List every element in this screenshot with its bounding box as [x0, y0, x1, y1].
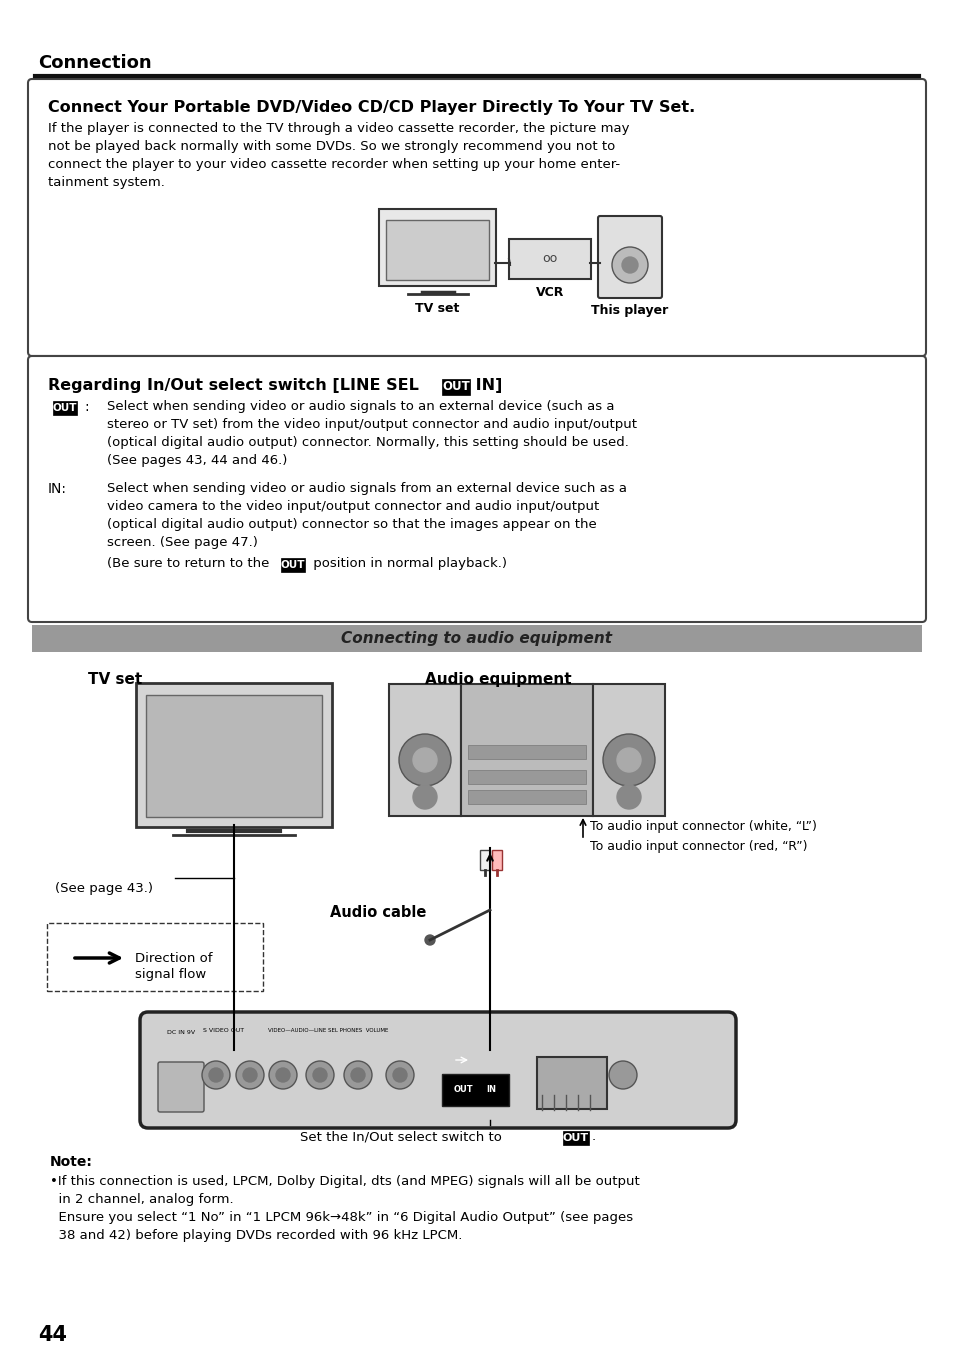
FancyBboxPatch shape	[468, 770, 585, 784]
Circle shape	[602, 734, 655, 786]
Text: 44: 44	[38, 1325, 67, 1345]
Text: VCR: VCR	[536, 286, 563, 299]
Text: screen. (See page 47.): screen. (See page 47.)	[107, 536, 257, 549]
Circle shape	[386, 1062, 414, 1089]
Text: 38 and 42) before playing DVDs recorded with 96 kHz LPCM.: 38 and 42) before playing DVDs recorded …	[50, 1229, 462, 1242]
FancyBboxPatch shape	[136, 683, 332, 827]
Circle shape	[351, 1068, 365, 1082]
Text: VIDEO—AUDIO—LINE SEL PHONES  VOLUME: VIDEO—AUDIO—LINE SEL PHONES VOLUME	[268, 1028, 388, 1033]
Text: IN]: IN]	[470, 378, 502, 393]
Text: Connecting to audio equipment: Connecting to audio equipment	[341, 631, 612, 646]
Text: stereo or TV set) from the video input/output connector and audio input/output: stereo or TV set) from the video input/o…	[107, 418, 637, 430]
Text: position in normal playback.): position in normal playback.)	[309, 557, 506, 571]
Circle shape	[202, 1062, 230, 1089]
FancyBboxPatch shape	[281, 558, 305, 572]
Text: OUT: OUT	[453, 1086, 473, 1094]
FancyBboxPatch shape	[593, 684, 664, 816]
Circle shape	[612, 247, 647, 283]
Text: IN:: IN:	[48, 482, 67, 496]
Text: DC IN 9V: DC IN 9V	[167, 1031, 194, 1035]
Text: connect the player to your video cassette recorder when setting up your home ent: connect the player to your video cassett…	[48, 158, 619, 171]
Text: (optical digital audio output) connector. Normally, this setting should be used.: (optical digital audio output) connector…	[107, 436, 628, 449]
Circle shape	[306, 1062, 334, 1089]
Circle shape	[235, 1062, 264, 1089]
Text: video camera to the video input/output connector and audio input/output: video camera to the video input/output c…	[107, 500, 598, 513]
Text: Direction of: Direction of	[135, 952, 213, 965]
FancyBboxPatch shape	[386, 220, 489, 281]
FancyBboxPatch shape	[509, 239, 590, 279]
Circle shape	[393, 1068, 407, 1082]
Text: tainment system.: tainment system.	[48, 175, 165, 189]
Text: :: :	[84, 401, 89, 414]
Circle shape	[275, 1068, 290, 1082]
FancyBboxPatch shape	[158, 1062, 204, 1112]
Text: oo: oo	[542, 252, 558, 266]
FancyBboxPatch shape	[479, 850, 490, 870]
Text: signal flow: signal flow	[135, 969, 206, 981]
FancyBboxPatch shape	[460, 684, 593, 816]
Text: Regarding In/Out select switch [LINE SEL: Regarding In/Out select switch [LINE SEL	[48, 378, 424, 393]
Text: This player: This player	[591, 304, 668, 317]
FancyBboxPatch shape	[562, 1130, 588, 1145]
Circle shape	[313, 1068, 327, 1082]
Circle shape	[344, 1062, 372, 1089]
Text: (See page 43.): (See page 43.)	[55, 882, 152, 894]
FancyBboxPatch shape	[378, 209, 496, 286]
Text: OUT: OUT	[441, 380, 470, 394]
Text: Ensure you select “1 No” in “1 LPCM 96k→48k” in “6 Digital Audio Output” (see pa: Ensure you select “1 No” in “1 LPCM 96k→…	[50, 1211, 633, 1224]
FancyBboxPatch shape	[492, 850, 501, 870]
Circle shape	[413, 747, 436, 772]
Circle shape	[617, 785, 640, 809]
FancyBboxPatch shape	[441, 1074, 509, 1106]
Text: not be played back normally with some DVDs. So we strongly recommend you not to: not be played back normally with some DV…	[48, 140, 615, 152]
Circle shape	[269, 1062, 296, 1089]
Text: Connect Your Portable DVD/Video CD/CD Player Directly To Your TV Set.: Connect Your Portable DVD/Video CD/CD Pl…	[48, 100, 695, 115]
Text: If the player is connected to the TV through a video cassette recorder, the pict: If the player is connected to the TV thr…	[48, 121, 629, 135]
FancyBboxPatch shape	[442, 379, 469, 395]
Text: OUT: OUT	[280, 560, 305, 571]
FancyBboxPatch shape	[389, 684, 460, 816]
FancyBboxPatch shape	[140, 1012, 735, 1128]
FancyBboxPatch shape	[468, 791, 585, 804]
Text: Select when sending video or audio signals to an external device (such as a: Select when sending video or audio signa…	[107, 401, 614, 413]
Text: OUT: OUT	[562, 1133, 588, 1143]
FancyBboxPatch shape	[53, 401, 77, 414]
Text: TV set: TV set	[415, 302, 458, 316]
FancyBboxPatch shape	[468, 745, 585, 759]
Circle shape	[617, 747, 640, 772]
FancyBboxPatch shape	[598, 216, 661, 298]
Circle shape	[424, 935, 435, 946]
Circle shape	[209, 1068, 223, 1082]
Circle shape	[621, 258, 638, 272]
Circle shape	[243, 1068, 256, 1082]
FancyBboxPatch shape	[28, 80, 925, 356]
Circle shape	[398, 734, 451, 786]
Text: (Be sure to return to the: (Be sure to return to the	[107, 557, 274, 571]
Text: •If this connection is used, LPCM, Dolby Digital, dts (and MPEG) signals will al: •If this connection is used, LPCM, Dolby…	[50, 1175, 639, 1188]
Text: S VIDEO OUT: S VIDEO OUT	[203, 1028, 244, 1033]
Text: To audio input connector (white, “L”): To audio input connector (white, “L”)	[589, 820, 816, 832]
Text: (optical digital audio output) connector so that the images appear on the: (optical digital audio output) connector…	[107, 518, 597, 532]
Text: Set the In/Out select switch to: Set the In/Out select switch to	[299, 1130, 506, 1143]
Text: To audio input connector (red, “R”): To audio input connector (red, “R”)	[589, 840, 806, 853]
FancyBboxPatch shape	[32, 625, 921, 652]
FancyBboxPatch shape	[47, 923, 263, 992]
Text: IN: IN	[485, 1086, 496, 1094]
Text: TV set: TV set	[88, 672, 142, 687]
Text: .: .	[592, 1130, 596, 1143]
FancyBboxPatch shape	[146, 695, 322, 817]
Text: Connection: Connection	[38, 54, 152, 71]
Text: in 2 channel, analog form.: in 2 channel, analog form.	[50, 1193, 233, 1206]
Text: Select when sending video or audio signals from an external device such as a: Select when sending video or audio signa…	[107, 482, 626, 495]
FancyBboxPatch shape	[28, 356, 925, 622]
Text: Note:: Note:	[50, 1155, 92, 1170]
Text: Audio equipment: Audio equipment	[424, 672, 571, 687]
Circle shape	[413, 785, 436, 809]
Text: Audio cable: Audio cable	[330, 905, 426, 920]
Text: (See pages 43, 44 and 46.): (See pages 43, 44 and 46.)	[107, 455, 287, 467]
FancyBboxPatch shape	[537, 1058, 606, 1109]
Circle shape	[608, 1062, 637, 1089]
Text: OUT: OUT	[52, 403, 77, 413]
